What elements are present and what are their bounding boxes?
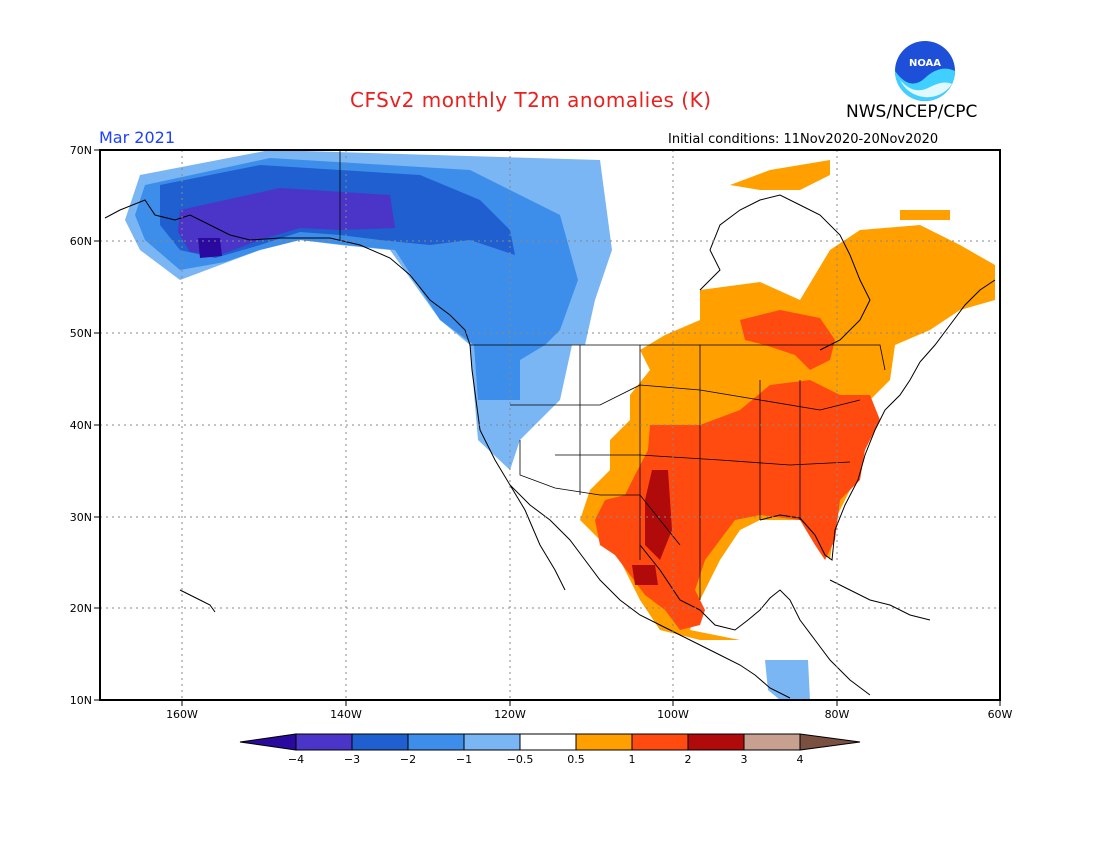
valid-month: Mar 2021 <box>99 128 175 147</box>
lon-label-100w: 100W <box>657 708 689 721</box>
colorbar-swatch-m1-m05 <box>463 733 521 751</box>
longitude-labels: 160W 140W 120W 100W 80W 60W <box>166 708 1012 721</box>
colorbar-label: −1 <box>456 753 472 766</box>
noaa-logo: NOAA <box>895 41 955 101</box>
noaa-logo-text: NOAA <box>909 58 941 69</box>
colorbar-swatch-p05-p1 <box>575 733 633 751</box>
colorbar-swatch-neutral <box>519 733 577 751</box>
colorbar-label: −4 <box>288 753 304 766</box>
colorbar-swatch-m3-m2 <box>351 733 409 751</box>
chart-title: CFSv2 monthly T2m anomalies (K) <box>350 88 712 112</box>
lon-label-80w: 80W <box>825 708 850 721</box>
colorbar-swatch-p2-p3 <box>687 733 745 751</box>
colorbar-swatch-m2-m1 <box>407 733 465 751</box>
lon-label-60w: 60W <box>988 708 1013 721</box>
colorbar-arrow-low <box>239 733 297 751</box>
coastlines <box>104 194 996 699</box>
colorbar-swatch-p1-p2 <box>631 733 689 751</box>
colorbar-arrow-high <box>799 733 861 751</box>
lat-label-50n: 50N <box>70 327 92 340</box>
agency-label: NWS/NCEP/CPC <box>846 102 978 122</box>
lat-label-40n: 40N <box>70 419 92 432</box>
lat-label-60n: 60N <box>70 235 92 248</box>
lat-label-30n: 30N <box>70 511 92 524</box>
colorbar-label: −2 <box>400 753 416 766</box>
colorbar-label: 0.5 <box>567 753 585 766</box>
lat-label-10n: 10N <box>70 694 92 707</box>
political-borders <box>339 150 886 600</box>
lon-label-160w: 160W <box>166 708 198 721</box>
lon-label-120w: 120W <box>494 708 526 721</box>
colorbar-label: −0.5 <box>507 753 534 766</box>
latitude-labels: 70N 60N 50N 40N 30N 20N 10N <box>70 144 92 707</box>
lat-label-20n: 20N <box>70 602 92 615</box>
axis-ticks <box>94 149 1001 706</box>
colorbar-label: 2 <box>685 753 692 766</box>
graticule <box>100 150 1000 700</box>
lat-label-70n: 70N <box>70 144 92 157</box>
colorbar-swatch-m4-m3 <box>295 733 353 751</box>
colorbar-label: −3 <box>344 753 360 766</box>
cold-anomaly-region <box>125 150 810 700</box>
lon-label-140w: 140W <box>330 708 362 721</box>
warm-anomaly-region <box>580 160 995 640</box>
colorbar-label: 3 <box>741 753 748 766</box>
colorbar-label: 1 <box>629 753 636 766</box>
colorbar-labels: −4 −3 −2 −1 −0.5 0.5 1 2 3 4 <box>288 753 804 766</box>
colorbar-swatch-p3-p4 <box>743 733 801 751</box>
initial-conditions: Initial conditions: 11Nov2020-20Nov2020 <box>668 132 939 147</box>
colorbar-label: 4 <box>797 753 804 766</box>
